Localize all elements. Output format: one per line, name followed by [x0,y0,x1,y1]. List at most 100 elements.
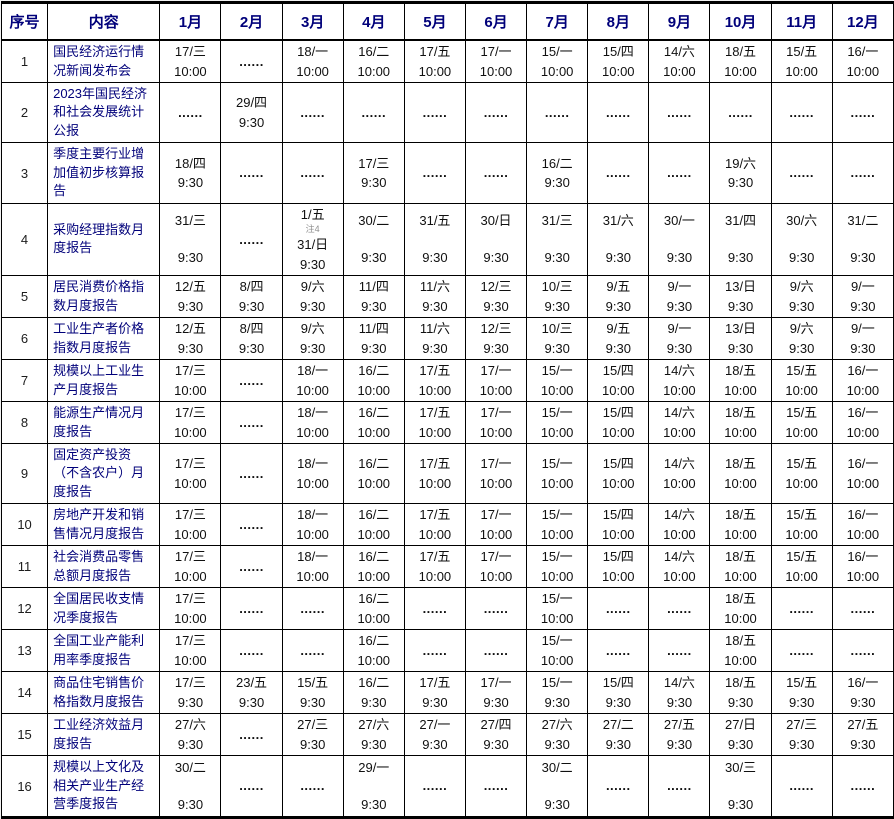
release-time: 9:30 [605,694,631,710]
release-time: 10:00 [846,382,880,398]
release-time: 9:30 [605,736,631,752]
schedule-cell: ...... [281,81,344,144]
row-number: 7 [0,359,49,403]
schedule-cell: 10/三 9:30 [526,317,589,361]
release-date: 18/一 [297,405,329,421]
row-number: 12 [0,587,49,631]
release-date: 17/一 [480,44,512,59]
release-time: 10:00 [357,526,391,542]
schedule-cell: 17/五 10:00 [403,545,466,589]
report-name: 工业经济效益月度报告 [47,713,161,757]
schedule-cell: 17/一 10:00 [464,39,528,83]
release-time: 10:00 [418,63,452,79]
release-time: 9:30 [605,298,631,314]
release-time: 10:00 [846,526,880,542]
schedule-cell: ...... [587,587,650,631]
release-time: 10:00 [540,475,574,491]
release-date: 9/六 [789,279,814,295]
column-header: 2月 [220,2,283,41]
release-date: 16/二 [358,591,390,607]
release-time: 10:00 [418,382,452,398]
no-release-dots: ...... [789,601,814,617]
schedule-cell: 15/一 10:00 [526,359,589,403]
release-date: 27/五 [847,717,879,733]
release-time: 10:00 [602,424,635,440]
no-release-dots: ...... [667,165,692,181]
schedule-cell: 1/五 注4 31/日 9:30 [281,202,344,277]
schedule-cell: 19/六 9:30 [709,142,772,204]
release-date: 15/四 [602,549,634,565]
schedule-cell: 15/四 10:00 [587,39,650,83]
release-date: 15/一 [541,591,573,607]
release-date: 18/一 [297,507,329,523]
no-release-dots: ...... [850,778,876,794]
schedule-cell: ...... [770,629,833,673]
schedule-cell: 12/三 9:30 [464,317,528,361]
row-number: 2 [0,81,49,144]
no-release-dots: ...... [422,165,448,181]
schedule-cell: 17/三 10:00 [159,39,222,83]
schedule-cell: 11/四 9:30 [342,317,405,361]
release-time: 10:00 [602,475,635,491]
release-time: 10:00 [540,382,574,398]
release-time: 9:30 [483,249,509,265]
release-time: 10:00 [174,382,207,398]
schedule-cell: 16/一 10:00 [831,401,894,445]
no-release-dots: ...... [728,104,753,120]
release-time: 9:30 [850,340,876,356]
schedule-cell: 15/四 10:00 [587,545,650,589]
release-time: 9:30 [666,340,693,356]
no-release-dots: ...... [239,559,264,575]
schedule-cell: ...... [770,81,833,144]
no-release-dots: ...... [239,465,264,481]
schedule-cell: 16/二 10:00 [342,443,405,505]
schedule-cell: 16/二 10:00 [342,629,405,673]
schedule-cell: 15/一 10:00 [526,545,589,589]
release-date: 18/一 [297,549,329,565]
release-date: 16/二 [358,363,390,379]
cell-spacer [649,231,709,248]
release-time: 9:30 [850,694,876,710]
release-date: 18/五 [724,363,757,379]
schedule-cell: 17/一 10:00 [464,359,528,403]
schedule-cell: ...... [770,755,833,818]
no-release-dots: ...... [422,601,448,617]
cell-spacer [160,231,220,248]
no-release-dots: ...... [544,104,570,120]
release-time: 9:30 [544,796,570,812]
table-row: 5 居民消费价格指数月度报告 12/五 9:30 8/四 9:30 9/六 9:30 11/四 9… [0,275,894,319]
release-time: 9:30 [300,340,326,356]
schedule-cell: 9/六 9:30 [770,275,833,319]
release-time: 10:00 [724,424,757,440]
report-name: 商品住宅销售价格指数月度报告 [47,671,161,715]
schedule-cell: ...... [220,545,283,589]
release-date: 14/六 [663,44,695,59]
cell-spacer [344,231,404,248]
schedule-cell: 27/日 9:30 [709,713,772,757]
table-row: 13 全国工业产能利用率季度报告 17/三 10:00............ 16/二… [0,629,894,673]
schedule-cell: 17/三 9:30 [342,142,405,204]
release-date: 15/四 [602,363,634,379]
release-date: 13/日 [724,279,757,295]
column-header: 7月 [526,2,589,41]
release-date: 15/四 [602,675,634,691]
no-release-dots: ...... [850,104,876,120]
report-name: 季度主要行业增加值初步核算报告 [47,142,161,204]
schedule-cell: 12/三 9:30 [464,275,528,319]
schedule-cell: 16/二 10:00 [342,401,405,445]
release-date: 27/日 [724,717,757,733]
release-date: 27/三 [297,717,329,733]
release-date: 18/五 [724,405,757,421]
release-time: 10:00 [296,568,329,584]
schedule-cell: 17/三 9:30 [159,671,222,715]
release-time: 9:30 [300,736,326,752]
release-time: 10:00 [724,63,757,79]
schedule-cell: ...... [831,81,894,144]
schedule-cell: 27/二 9:30 [587,713,650,757]
schedule-cell: 16/二 10:00 [342,587,405,631]
release-date: 30/二 [358,213,390,229]
row-number: 8 [0,401,49,445]
release-time: 9:30 [177,694,204,710]
schedule-cell: 15/五 10:00 [770,443,833,505]
release-time: 9:30 [177,736,204,752]
